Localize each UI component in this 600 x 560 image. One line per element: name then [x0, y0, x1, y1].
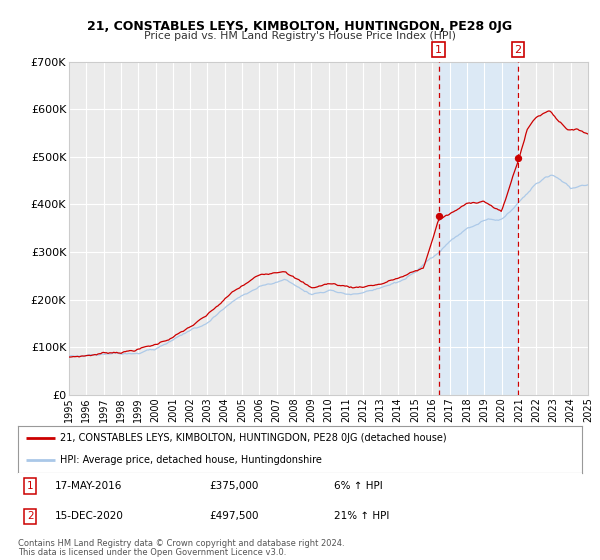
Text: 1: 1: [27, 481, 34, 491]
Text: Price paid vs. HM Land Registry's House Price Index (HPI): Price paid vs. HM Land Registry's House …: [144, 31, 456, 41]
Text: £497,500: £497,500: [210, 511, 259, 521]
Text: 1: 1: [435, 45, 442, 55]
Text: Contains HM Land Registry data © Crown copyright and database right 2024.: Contains HM Land Registry data © Crown c…: [18, 539, 344, 548]
Text: 15-DEC-2020: 15-DEC-2020: [55, 511, 124, 521]
Text: This data is licensed under the Open Government Licence v3.0.: This data is licensed under the Open Gov…: [18, 548, 286, 557]
Text: 17-MAY-2016: 17-MAY-2016: [55, 481, 122, 491]
Bar: [439, 62, 518, 395]
Text: 2: 2: [27, 511, 34, 521]
Text: 21% ↑ HPI: 21% ↑ HPI: [334, 511, 389, 521]
Text: HPI: Average price, detached house, Huntingdonshire: HPI: Average price, detached house, Hunt…: [60, 455, 322, 465]
Text: 6% ↑ HPI: 6% ↑ HPI: [334, 481, 383, 491]
Point: [513, 153, 523, 162]
Text: 21, CONSTABLES LEYS, KIMBOLTON, HUNTINGDON, PE28 0JG: 21, CONSTABLES LEYS, KIMBOLTON, HUNTINGD…: [88, 20, 512, 32]
Text: 21, CONSTABLES LEYS, KIMBOLTON, HUNTINGDON, PE28 0JG (detached house): 21, CONSTABLES LEYS, KIMBOLTON, HUNTINGD…: [60, 433, 447, 444]
Point: [434, 212, 443, 221]
Text: £375,000: £375,000: [210, 481, 259, 491]
Text: 2: 2: [515, 45, 521, 55]
